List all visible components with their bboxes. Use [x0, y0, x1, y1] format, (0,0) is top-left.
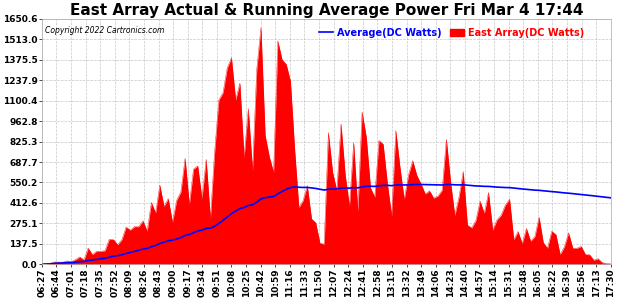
Title: East Array Actual & Running Average Power Fri Mar 4 17:44: East Array Actual & Running Average Powe… [69, 3, 583, 18]
Text: Copyright 2022 Cartronics.com: Copyright 2022 Cartronics.com [44, 26, 164, 35]
Legend: Average(DC Watts), East Array(DC Watts): Average(DC Watts), East Array(DC Watts) [315, 24, 588, 42]
